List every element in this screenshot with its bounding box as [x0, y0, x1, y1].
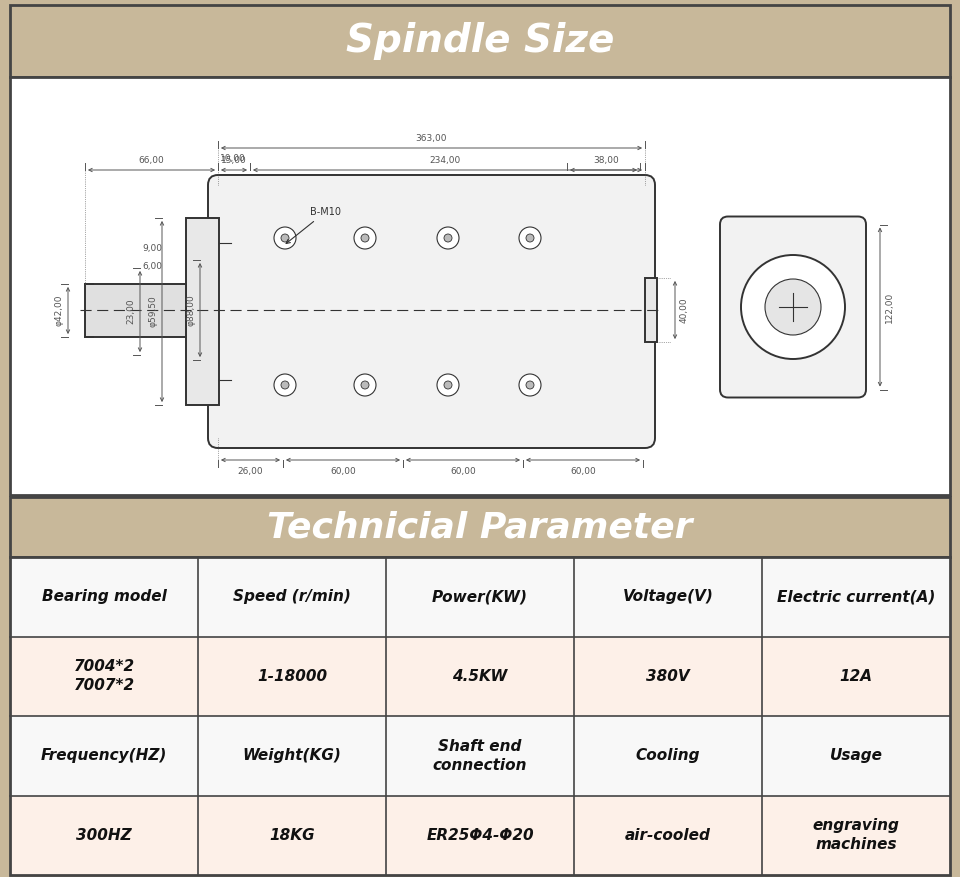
Text: φ42,00: φ42,00: [54, 295, 63, 326]
Circle shape: [281, 381, 289, 389]
Circle shape: [281, 234, 289, 242]
Text: Usage: Usage: [829, 748, 882, 763]
Text: 300HZ: 300HZ: [76, 828, 132, 843]
Bar: [85, 284, 186, 337]
Bar: [10, 557, 950, 875]
Text: ER25Φ4-Φ20: ER25Φ4-Φ20: [426, 828, 534, 843]
Text: 66,00: 66,00: [138, 156, 164, 165]
Circle shape: [444, 381, 452, 389]
Text: φ59,50: φ59,50: [148, 296, 157, 327]
Text: 122,00: 122,00: [885, 291, 894, 323]
Circle shape: [526, 234, 534, 242]
Circle shape: [354, 227, 376, 249]
Text: 26,00: 26,00: [238, 467, 263, 476]
Text: 1-18000: 1-18000: [257, 669, 327, 684]
Text: Power(KW): Power(KW): [432, 589, 528, 604]
Text: 9,00: 9,00: [142, 244, 162, 253]
Circle shape: [526, 381, 534, 389]
Bar: [10, 77, 950, 495]
Text: Cooling: Cooling: [636, 748, 700, 763]
Text: 60,00: 60,00: [570, 467, 596, 476]
Text: Speed (r/min): Speed (r/min): [233, 589, 351, 604]
Text: Weight(KG): Weight(KG): [243, 748, 342, 763]
Text: 15,00: 15,00: [221, 156, 247, 165]
Text: engraving
machines: engraving machines: [812, 818, 900, 852]
Bar: [10, 5, 950, 77]
Circle shape: [444, 234, 452, 242]
Text: 60,00: 60,00: [450, 467, 476, 476]
Text: 380V: 380V: [646, 669, 690, 684]
Bar: [645, 278, 657, 342]
Text: Bearing model: Bearing model: [41, 589, 166, 604]
Text: 10,00: 10,00: [220, 153, 246, 162]
Text: Shaft end
connection: Shaft end connection: [433, 739, 527, 773]
Circle shape: [361, 234, 369, 242]
Text: 363,00: 363,00: [416, 134, 447, 143]
FancyBboxPatch shape: [208, 175, 655, 448]
Text: Technicial Parameter: Technicial Parameter: [267, 510, 693, 544]
Text: air-cooled: air-cooled: [625, 828, 711, 843]
Circle shape: [519, 374, 541, 396]
Circle shape: [274, 227, 296, 249]
Text: 38,00: 38,00: [593, 156, 619, 165]
FancyBboxPatch shape: [720, 217, 866, 397]
Bar: [10, 795, 950, 875]
Text: 40,00: 40,00: [680, 297, 689, 323]
Text: Electric current(A): Electric current(A): [777, 589, 935, 604]
Circle shape: [741, 255, 845, 359]
Text: 12A: 12A: [839, 669, 873, 684]
Text: 60,00: 60,00: [330, 467, 356, 476]
Text: Voltage(V): Voltage(V): [623, 589, 713, 604]
Circle shape: [361, 381, 369, 389]
Text: B-M10: B-M10: [286, 207, 341, 244]
Text: 7004*2
7007*2: 7004*2 7007*2: [73, 660, 134, 693]
Circle shape: [274, 374, 296, 396]
Bar: [10, 716, 950, 795]
Text: φ88,00: φ88,00: [186, 294, 195, 326]
Circle shape: [437, 374, 459, 396]
Text: Frequency(HZ): Frequency(HZ): [41, 748, 167, 763]
Bar: [10, 557, 950, 637]
Text: 4.5KW: 4.5KW: [452, 669, 508, 684]
Circle shape: [354, 374, 376, 396]
Text: 234,00: 234,00: [429, 156, 461, 165]
Bar: [186, 218, 219, 405]
Bar: [10, 637, 950, 716]
Text: 23,00: 23,00: [126, 299, 135, 324]
Text: Spindle Size: Spindle Size: [346, 22, 614, 60]
Circle shape: [437, 227, 459, 249]
Circle shape: [519, 227, 541, 249]
Circle shape: [765, 279, 821, 335]
Text: 18KG: 18KG: [269, 828, 315, 843]
Text: 6,00: 6,00: [142, 261, 162, 270]
Bar: [10, 497, 950, 557]
